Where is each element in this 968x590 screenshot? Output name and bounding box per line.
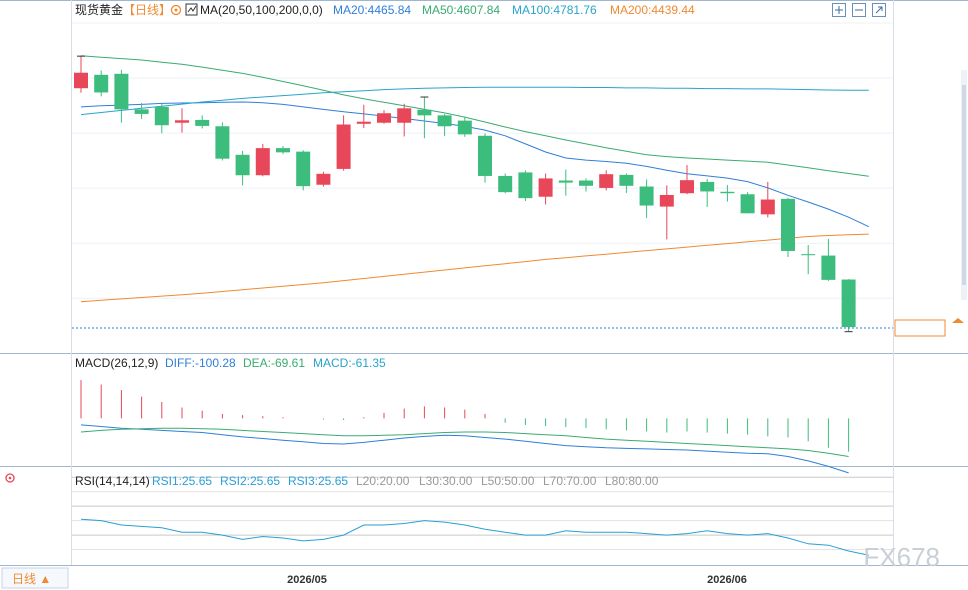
settings-gear-icon[interactable]: [170, 4, 182, 16]
candle-down: [579, 180, 593, 186]
candle-up: [538, 178, 553, 197]
candle-down: [558, 180, 573, 183]
candle-down: [619, 174, 634, 186]
last-price-arrow-icon: [952, 318, 964, 323]
candle-up: [659, 194, 674, 207]
last-price-box: [894, 319, 946, 337]
candle-down: [417, 109, 432, 116]
rsi-l70: L70:70.00: [543, 474, 597, 488]
candle-down: [639, 186, 654, 206]
candle-down: [296, 151, 311, 187]
candle-up: [255, 148, 270, 176]
indicator-icon[interactable]: [185, 3, 198, 16]
rsi-settings-icon[interactable]: [5, 473, 15, 483]
candle-down: [700, 181, 715, 192]
candle-up: [760, 199, 775, 215]
zoom-in-icon[interactable]: [832, 3, 846, 17]
candle-down: [740, 194, 755, 214]
ma200-line: [80, 233, 869, 303]
candle-up: [175, 120, 189, 123]
expand-icon[interactable]: [872, 3, 886, 17]
candle-down: [437, 115, 452, 127]
ma200-value: MA200:4439.44: [610, 3, 695, 17]
period-button-label: 日线 ▲: [12, 572, 51, 586]
macd-dea-value: DEA:-69.61: [243, 356, 305, 370]
ma20-line: [80, 101, 870, 228]
candle-up: [599, 174, 614, 188]
period-label[interactable]: 【日线】: [123, 3, 171, 17]
ma100-value: MA100:4781.76: [512, 3, 597, 17]
date-label-june: 2026/06: [707, 574, 747, 586]
rsi2-value: RSI2:25.65: [220, 474, 280, 488]
zoom-out-icon[interactable]: [852, 3, 866, 17]
candle-down: [498, 175, 513, 193]
macd-diff-line: [80, 424, 849, 474]
candle-up: [316, 173, 331, 185]
candle-up: [336, 124, 351, 169]
candle-down: [276, 148, 290, 153]
rsi-l80: L80:80.00: [605, 474, 659, 488]
candle-up: [680, 180, 694, 194]
rsi-l50: L50:50.00: [481, 474, 535, 488]
macd-macd-value: MACD:-61.35: [313, 356, 386, 370]
rsi-line: [80, 518, 869, 556]
watermark: FX678: [863, 542, 940, 572]
date-label-may: 2026/05: [287, 574, 327, 586]
candle-up: [74, 72, 88, 89]
candle-down: [195, 119, 210, 126]
candle-up: [356, 121, 371, 124]
candle-down: [457, 120, 472, 135]
candle-down: [781, 198, 795, 251]
candle-down: [235, 154, 250, 176]
candle-down: [94, 74, 109, 93]
rsi3-value: RSI3:25.65: [288, 474, 348, 488]
macd-diff-value: DIFF:-100.28: [165, 356, 236, 370]
candle-up: [397, 108, 412, 123]
macd-dea-line: [80, 427, 849, 457]
candle-down: [154, 106, 169, 126]
candle-up: [377, 113, 391, 123]
candle-down: [134, 109, 149, 114]
right-scrollbar[interactable]: [961, 70, 967, 300]
ma50-value: MA50:4607.84: [422, 3, 500, 17]
candle-down: [478, 135, 492, 176]
ma100-line: [80, 86, 869, 116]
macd-title: MACD(26,12,9): [75, 356, 158, 370]
instrument-title: 现货黄金: [75, 2, 123, 17]
candle-down: [518, 172, 533, 199]
candle-down: [720, 191, 735, 194]
candle-down: [821, 255, 836, 280]
candle-down: [841, 279, 856, 328]
ma20-value: MA20:4465.84: [333, 3, 411, 17]
candle-down: [215, 126, 230, 159]
rsi-title: RSI(14,14,14): [75, 474, 150, 488]
ma-params: MA(20,50,100,200,0,0): [200, 3, 323, 17]
rsi1-value: RSI1:25.65: [152, 474, 212, 488]
candle-down: [114, 73, 129, 110]
ma50-line: [80, 55, 869, 177]
rsi-l20: L20:20.00: [356, 474, 410, 488]
period-button[interactable]: 日线 ▲: [1, 567, 69, 589]
candle-down: [801, 254, 816, 256]
rsi-l30: L30:30.00: [419, 474, 473, 488]
